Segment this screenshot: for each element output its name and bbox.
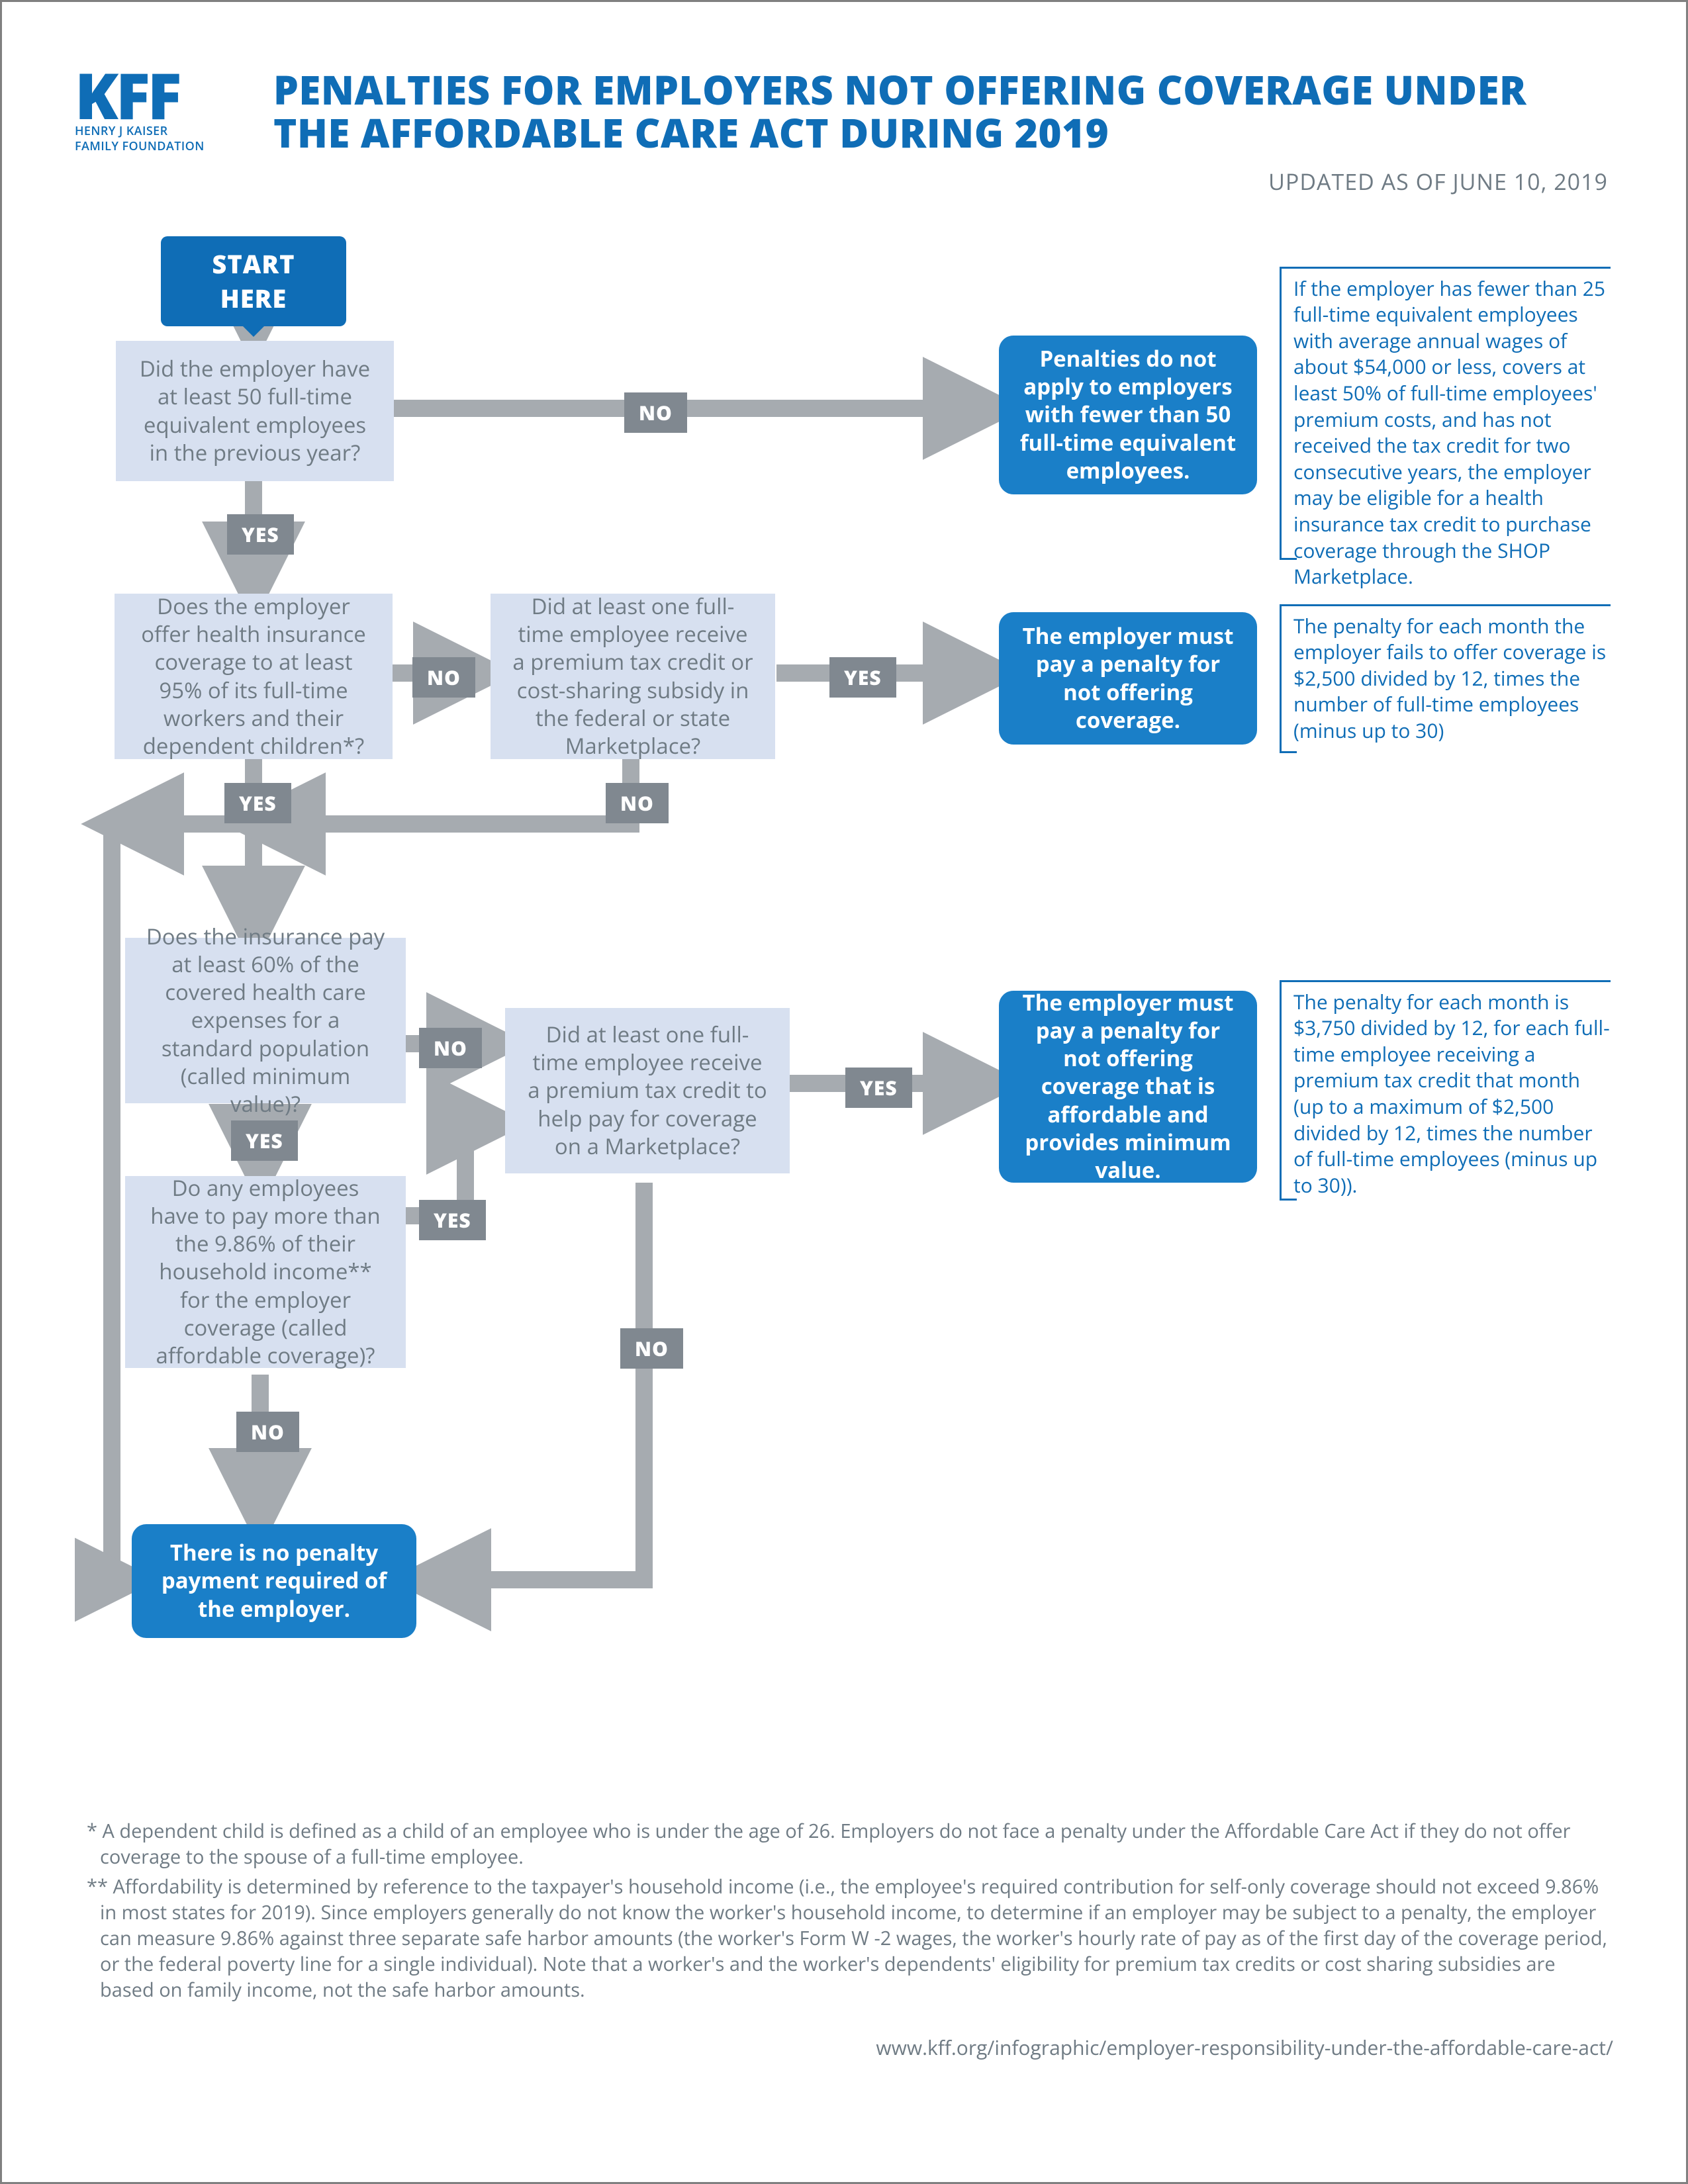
label-no: NO	[620, 1328, 683, 1369]
label-no: NO	[412, 657, 475, 698]
label-yes: YES	[231, 1120, 298, 1161]
note-penalty-3750: The penalty for each month is $3,750 div…	[1280, 980, 1611, 1199]
logo-subtitle-2: FAMILY FOUNDATION	[75, 140, 247, 154]
question-q3: Did at least one full-time employee rece…	[491, 594, 775, 759]
source-url: www.kff.org/infographic/employer-respons…	[75, 2034, 1613, 2061]
page-title: PENALTIES FOR EMPLOYERS NOT OFFERING COV…	[273, 68, 1613, 154]
label-no: NO	[606, 783, 669, 823]
updated-date: UPDATED AS OF JUNE 10, 2019	[75, 166, 1608, 197]
outcome-no-penalty: There is no penalty payment required of …	[132, 1524, 416, 1638]
start-node: START HERE	[161, 236, 346, 326]
question-q5: Do any employees have to pay more than t…	[125, 1176, 406, 1368]
label-yes: YES	[227, 514, 294, 555]
outcome-no-penalty-small: Penalties do not apply to employers with…	[999, 336, 1257, 494]
label-no: NO	[419, 1028, 482, 1068]
footnotes: * A dependent child is defined as a chil…	[75, 1818, 1613, 2003]
note-penalty-2500: The penalty for each month the employer …	[1280, 604, 1611, 751]
question-q4: Does the insurance pay at least 60% of t…	[125, 938, 406, 1103]
footnote-1: * A dependent child is defined as a chil…	[75, 1818, 1613, 1870]
question-q2: Does the employer offer health insurance…	[115, 594, 393, 759]
logo: KFF HENRY J KAISER FAMILY FOUNDATION	[75, 68, 247, 154]
label-no: NO	[624, 392, 687, 433]
question-q1: Did the employer have at least 50 full-t…	[116, 341, 394, 481]
logo-text: KFF	[75, 68, 247, 122]
label-yes: YES	[829, 657, 896, 698]
question-q6: Did at least one full-time employee rece…	[505, 1008, 790, 1173]
label-no: NO	[236, 1412, 299, 1452]
flowchart-canvas: START HERE Did the employer have at leas…	[75, 236, 1613, 1798]
footnote-2: ** Affordability is determined by refere…	[75, 1874, 1613, 2003]
outcome-penalty-no-coverage: The employer must pay a penalty for not …	[999, 612, 1257, 745]
start-label: START HERE	[183, 247, 324, 316]
logo-subtitle-1: HENRY J KAISER	[75, 125, 247, 138]
label-yes: YES	[419, 1200, 486, 1240]
note-shop-credit: If the employer has fewer than 25 full-t…	[1280, 267, 1611, 558]
label-yes: YES	[845, 1068, 912, 1108]
label-yes: YES	[224, 783, 291, 823]
header: KFF HENRY J KAISER FAMILY FOUNDATION PEN…	[75, 68, 1613, 154]
outcome-penalty-affordable: The employer must pay a penalty for not …	[999, 991, 1257, 1183]
